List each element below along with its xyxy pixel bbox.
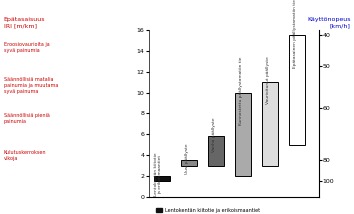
Text: Vaurioitunut päällyste: Vaurioitunut päällyste (266, 57, 270, 104)
Text: Kulutuskerroksen
vikoja: Kulutuskerroksen vikoja (4, 150, 46, 161)
Bar (154, 176, 170, 181)
Text: Epätasainen päällystamatön tie: Epätasainen päällystamatön tie (293, 0, 297, 68)
Bar (289, 35, 305, 145)
Bar (181, 160, 197, 166)
Text: Vanha päällyste: Vanha päällyste (212, 117, 216, 152)
Text: Uusi päällyste: Uusi päällyste (185, 144, 189, 174)
Text: Eroosiovaurioita ja
syvä painumia: Eroosiovaurioita ja syvä painumia (4, 43, 49, 53)
Bar (235, 93, 251, 176)
Text: Epätasaisuus
IRI [m/km]: Epätasaisuus IRI [m/km] (4, 17, 45, 28)
Text: Lentokentän kiitotie
ja erikoismaantiet: Lentokentän kiitotie ja erikoismaantiet (154, 153, 162, 196)
Text: Säännöllisiä matalia
painumia ja muutama
syvä painuma: Säännöllisiä matalia painumia ja muutama… (4, 77, 58, 94)
Text: Kunnostettu päällystamatön tie: Kunnostettu päällystamatön tie (239, 57, 243, 125)
Text: Käyttönopeus
[km/h]: Käyttönopeus [km/h] (307, 17, 350, 28)
Bar (262, 82, 278, 166)
Text: Säännöllisiä pieniä
painumia: Säännöllisiä pieniä painumia (4, 113, 50, 124)
Legend: Lentokentän kiitotie ja erikoismaantiet: Lentokentän kiitotie ja erikoismaantiet (154, 206, 263, 214)
Bar (208, 136, 224, 166)
